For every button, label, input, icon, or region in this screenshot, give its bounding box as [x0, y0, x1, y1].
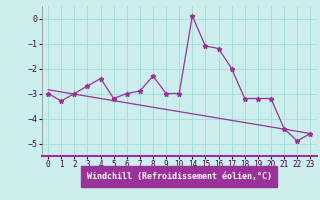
X-axis label: Windchill (Refroidissement éolien,°C): Windchill (Refroidissement éolien,°C): [87, 172, 272, 181]
